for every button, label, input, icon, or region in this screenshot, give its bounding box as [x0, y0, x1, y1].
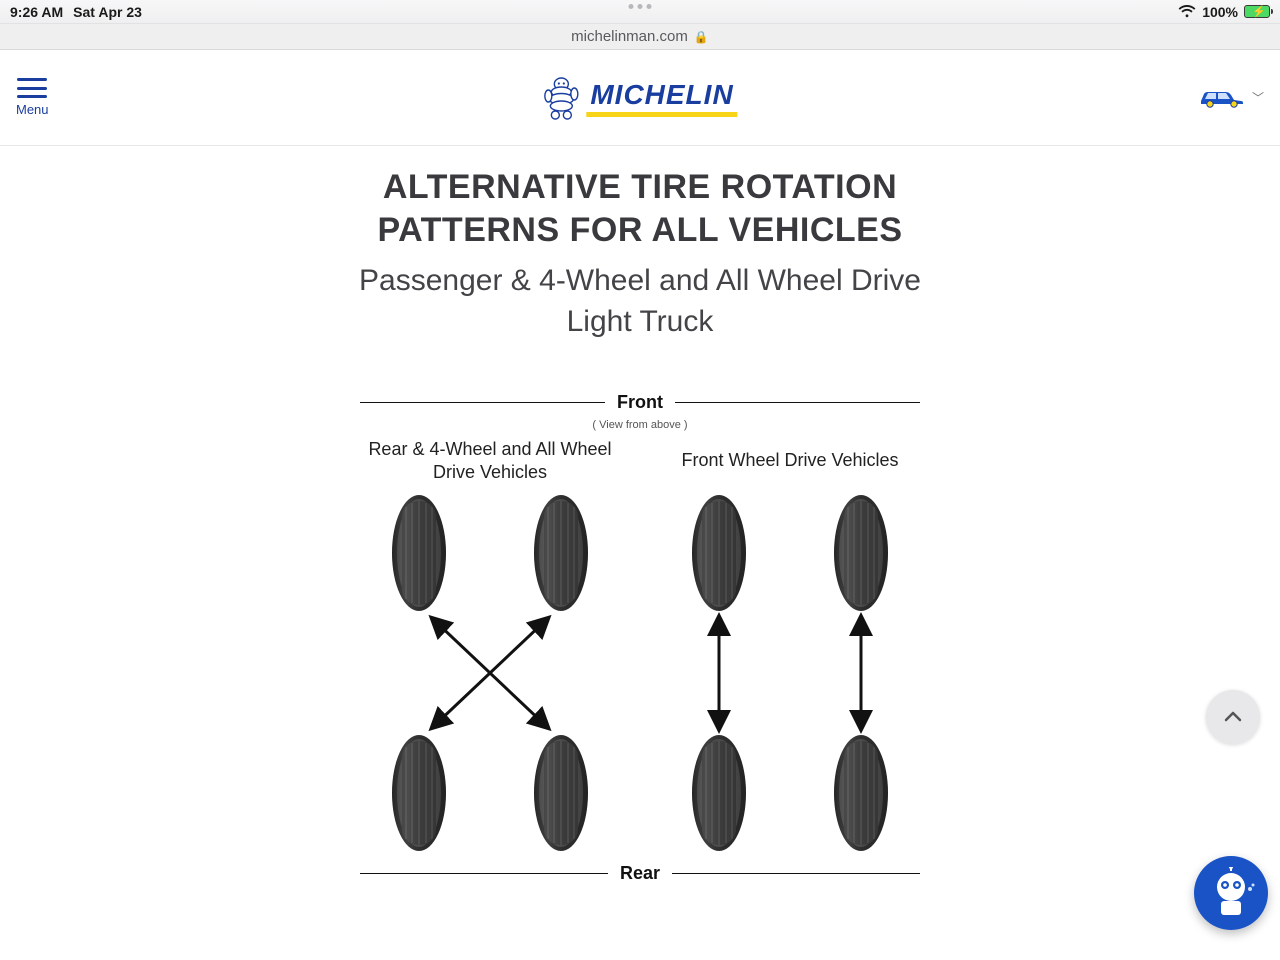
lock-icon: 🔒: [694, 30, 709, 44]
left-column-subtitle: Rear & 4-Wheel and All Wheel Drive Vehic…: [360, 435, 620, 487]
brand-logo[interactable]: MICHELIN: [542, 76, 737, 120]
tire-icon: [390, 493, 448, 613]
right-tire-grid: [680, 493, 900, 853]
chatbot-icon: [1205, 867, 1257, 919]
scroll-to-top-button[interactable]: [1206, 690, 1260, 744]
diagram-right-column: Front Wheel Drive Vehicles: [660, 435, 920, 853]
rotation-diagram: Front ( View from above ) Rear & 4-Wheel…: [360, 392, 920, 884]
page-domain: michelinman.com: [571, 28, 688, 45]
chevron-down-icon: ﹀: [1252, 89, 1264, 106]
chatbot-button[interactable]: [1194, 856, 1268, 930]
right-column-subtitle: Front Wheel Drive Vehicles: [660, 435, 920, 487]
tire-icon: [390, 733, 448, 853]
subtitle-line-1: Passenger & 4-Wheel and All Wheel Drive: [290, 261, 990, 302]
hamburger-icon: [17, 78, 47, 98]
menu-label: Menu: [16, 102, 49, 117]
diagram-rear-label: Rear: [360, 863, 920, 884]
diagram-front-label: Front: [360, 392, 920, 413]
brand-wordmark: MICHELIN: [586, 79, 737, 117]
battery-percentage: 100%: [1202, 4, 1238, 20]
battery-icon: ⚡: [1244, 5, 1270, 18]
tire-icon: [832, 493, 890, 613]
wifi-icon: [1178, 5, 1196, 18]
browser-address-bar[interactable]: michelinman.com 🔒: [0, 24, 1280, 50]
tire-icon: [832, 733, 890, 853]
michelin-man-icon: [542, 76, 580, 120]
subtitle-line-2: Light Truck: [290, 302, 990, 343]
vehicle-selector[interactable]: ﹀: [1198, 88, 1264, 108]
status-date: Sat Apr 23: [73, 4, 142, 20]
page-title: ALTERNATIVE TIRE ROTATION PATTERNS FOR A…: [290, 166, 990, 251]
left-tire-grid: [380, 493, 600, 853]
site-header: Menu MICHELIN: [0, 50, 1280, 146]
ipad-status-bar: 9:26 AM Sat Apr 23 100% ⚡: [0, 0, 1280, 24]
page-subtitle: Passenger & 4-Wheel and All Wheel Drive …: [290, 261, 990, 342]
multitasking-dots-icon[interactable]: [629, 4, 652, 9]
menu-button[interactable]: Menu: [16, 78, 49, 117]
diagram-left-column: Rear & 4-Wheel and All Wheel Drive Vehic…: [360, 435, 620, 853]
status-time: 9:26 AM: [10, 4, 63, 20]
tire-icon: [532, 493, 590, 613]
tire-icon: [690, 733, 748, 853]
diagram-view-note: ( View from above ): [360, 419, 920, 431]
page-content: ALTERNATIVE TIRE ROTATION PATTERNS FOR A…: [0, 146, 1280, 884]
chevron-up-icon: [1222, 706, 1244, 728]
tire-icon: [690, 493, 748, 613]
car-icon: [1198, 88, 1244, 108]
tire-icon: [532, 733, 590, 853]
